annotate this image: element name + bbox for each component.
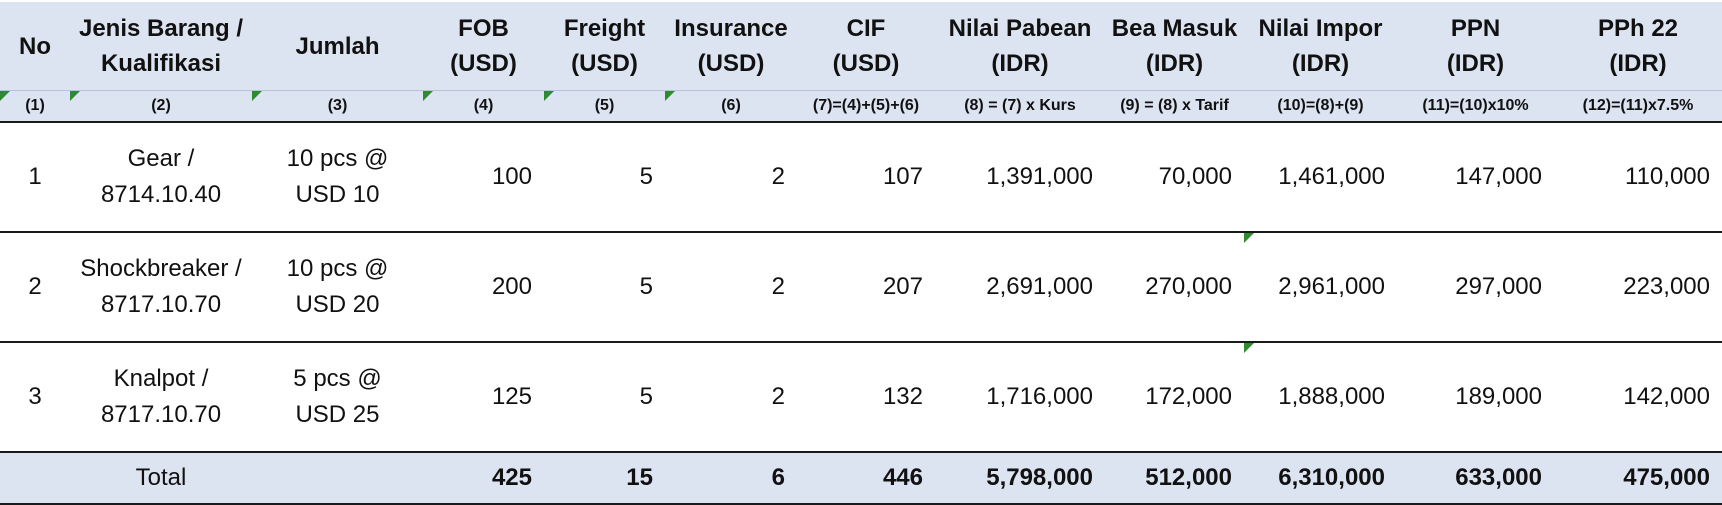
cell-blank[interactable] bbox=[252, 452, 423, 505]
comment-marker-icon[interactable] bbox=[0, 91, 10, 101]
total-pph22[interactable]: 475,000 bbox=[1554, 452, 1722, 505]
formula-cell: (1) bbox=[0, 90, 70, 123]
total-nilai-impor[interactable]: 6,310,000 bbox=[1244, 452, 1397, 505]
formula-cell: (10)=(8)+(9) bbox=[1244, 90, 1397, 123]
total-nilai-pabean[interactable]: 5,798,000 bbox=[935, 452, 1105, 505]
header-no: No bbox=[0, 2, 70, 91]
cell-insurance[interactable]: 2 bbox=[665, 342, 797, 453]
formula-cell: (7)=(4)+(5)+(6) bbox=[797, 90, 935, 123]
comment-marker-icon[interactable] bbox=[1244, 343, 1254, 353]
comment-marker-icon[interactable] bbox=[70, 91, 80, 101]
formula-cell: (2) bbox=[70, 90, 252, 123]
cell-insurance[interactable]: 2 bbox=[665, 232, 797, 343]
header-qty: Jumlah bbox=[252, 2, 423, 91]
header-pph22: PPh 22 (IDR) bbox=[1554, 2, 1722, 91]
formula-cell: (9) = (8) x Tarif bbox=[1105, 90, 1244, 123]
header-item: Jenis Barang / Kualifikasi bbox=[70, 2, 252, 91]
header-nilai-pabean: Nilai Pabean (IDR) bbox=[935, 2, 1105, 91]
cell-qty[interactable]: 10 pcs @ USD 20 bbox=[252, 232, 423, 343]
formula-cell: (11)=(10)x10% bbox=[1397, 90, 1554, 123]
header-bea-masuk: Bea Masuk (IDR) bbox=[1105, 2, 1244, 91]
cell-freight[interactable]: 5 bbox=[544, 342, 665, 453]
table-row: 1 Gear / 8714.10.40 10 pcs @ USD 10 100 … bbox=[0, 122, 1722, 233]
table-row: 2 Shockbreaker / 8717.10.70 10 pcs @ USD… bbox=[0, 232, 1722, 343]
cell-qty[interactable]: 5 pcs @ USD 25 bbox=[252, 342, 423, 453]
header-nilai-impor: Nilai Impor (IDR) bbox=[1244, 2, 1397, 91]
header-insurance: Insurance (USD) bbox=[665, 2, 797, 91]
formula-cell: (6) bbox=[665, 90, 797, 123]
cell-nilai-impor[interactable]: 1,888,000 bbox=[1244, 342, 1397, 453]
total-label[interactable]: Total bbox=[70, 452, 252, 505]
comment-marker-icon[interactable] bbox=[423, 91, 433, 101]
cell-pph22[interactable]: 142,000 bbox=[1554, 342, 1722, 453]
formula-row: (1) (2) (3) (4) (5) (6) (7)=(4)+(5)+(6) … bbox=[0, 90, 1722, 123]
formula-cell: (3) bbox=[252, 90, 423, 123]
total-cif[interactable]: 446 bbox=[797, 452, 935, 505]
cell-pph22[interactable]: 223,000 bbox=[1554, 232, 1722, 343]
cell-ppn[interactable]: 189,000 bbox=[1397, 342, 1554, 453]
cell-no[interactable]: 3 bbox=[0, 342, 70, 453]
header-freight: Freight (USD) bbox=[544, 2, 665, 91]
cell-nilai-pabean[interactable]: 1,391,000 bbox=[935, 122, 1105, 233]
cell-item[interactable]: Knalpot / 8717.10.70 bbox=[70, 342, 252, 453]
comment-marker-icon[interactable] bbox=[665, 91, 675, 101]
header-ppn: PPN (IDR) bbox=[1397, 2, 1554, 91]
cell-blank[interactable] bbox=[0, 452, 70, 505]
cell-insurance[interactable]: 2 bbox=[665, 122, 797, 233]
cell-nilai-pabean[interactable]: 1,716,000 bbox=[935, 342, 1105, 453]
cell-item[interactable]: Gear / 8714.10.40 bbox=[70, 122, 252, 233]
cell-cif[interactable]: 132 bbox=[797, 342, 935, 453]
cell-cif[interactable]: 107 bbox=[797, 122, 935, 233]
cell-pph22[interactable]: 110,000 bbox=[1554, 122, 1722, 233]
formula-cell: (12)=(11)x7.5% bbox=[1554, 90, 1722, 123]
header-fob: FOB (USD) bbox=[423, 2, 544, 91]
formula-cell: (5) bbox=[544, 90, 665, 123]
header-cif: CIF (USD) bbox=[797, 2, 935, 91]
cell-no[interactable]: 2 bbox=[0, 232, 70, 343]
total-ppn[interactable]: 633,000 bbox=[1397, 452, 1554, 505]
cell-nilai-impor[interactable]: 2,961,000 bbox=[1244, 232, 1397, 343]
comment-marker-icon[interactable] bbox=[252, 91, 262, 101]
cell-cif[interactable]: 207 bbox=[797, 232, 935, 343]
total-fob[interactable]: 425 bbox=[423, 452, 544, 505]
cell-nilai-pabean[interactable]: 2,691,000 bbox=[935, 232, 1105, 343]
cell-fob[interactable]: 100 bbox=[423, 122, 544, 233]
cell-freight[interactable]: 5 bbox=[544, 122, 665, 233]
total-bea-masuk[interactable]: 512,000 bbox=[1105, 452, 1244, 505]
cell-item[interactable]: Shockbreaker / 8717.10.70 bbox=[70, 232, 252, 343]
cell-qty[interactable]: 10 pcs @ USD 10 bbox=[252, 122, 423, 233]
total-insurance[interactable]: 6 bbox=[665, 452, 797, 505]
cell-ppn[interactable]: 297,000 bbox=[1397, 232, 1554, 343]
cell-fob[interactable]: 125 bbox=[423, 342, 544, 453]
total-freight[interactable]: 15 bbox=[544, 452, 665, 505]
cell-bea-masuk[interactable]: 270,000 bbox=[1105, 232, 1244, 343]
formula-cell: (4) bbox=[423, 90, 544, 123]
cell-no[interactable]: 1 bbox=[0, 122, 70, 233]
cell-bea-masuk[interactable]: 172,000 bbox=[1105, 342, 1244, 453]
cell-fob[interactable]: 200 bbox=[423, 232, 544, 343]
header-row: No Jenis Barang / Kualifikasi Jumlah FOB… bbox=[0, 2, 1722, 91]
comment-marker-icon[interactable] bbox=[544, 91, 554, 101]
cell-ppn[interactable]: 147,000 bbox=[1397, 122, 1554, 233]
cell-bea-masuk[interactable]: 70,000 bbox=[1105, 122, 1244, 233]
table-row: 3 Knalpot / 8717.10.70 5 pcs @ USD 25 12… bbox=[0, 342, 1722, 453]
formula-cell: (8) = (7) x Kurs bbox=[935, 90, 1105, 123]
cell-freight[interactable]: 5 bbox=[544, 232, 665, 343]
comment-marker-icon[interactable] bbox=[1244, 233, 1254, 243]
total-row: Total 425 15 6 446 5,798,000 512,000 6,3… bbox=[0, 452, 1722, 505]
cell-nilai-impor[interactable]: 1,461,000 bbox=[1244, 122, 1397, 233]
